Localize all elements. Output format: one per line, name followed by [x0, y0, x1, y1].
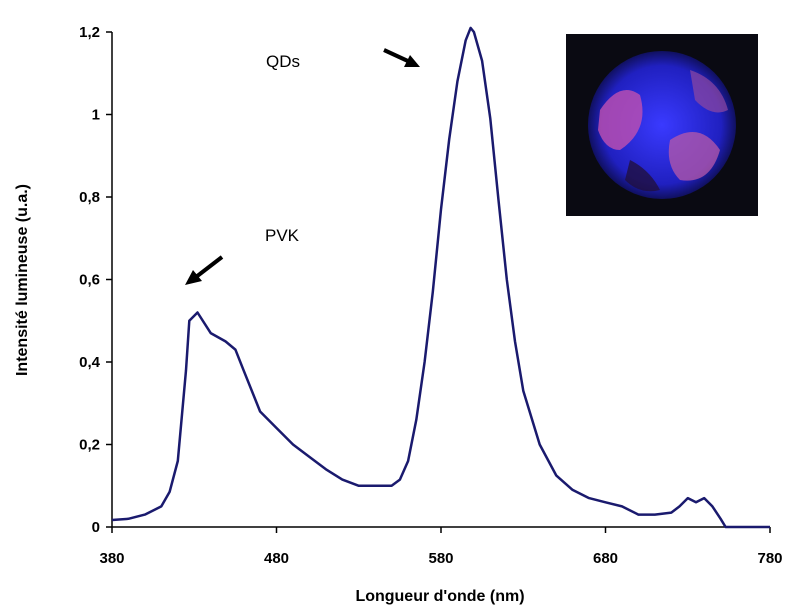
y-axis-title: Intensité lumineuse (u.a.): [14, 184, 31, 376]
x-tick-label: 680: [593, 550, 618, 567]
y-tick-label: 1: [92, 107, 100, 124]
annotation: QDs: [266, 52, 300, 71]
y-tick-label: 1,2: [79, 24, 100, 41]
arrow: [383, 48, 420, 67]
y-tick-label: 0: [92, 519, 100, 536]
x-tick-label: 380: [99, 550, 124, 567]
x-tick-label: 580: [428, 550, 453, 567]
arrow: [185, 255, 224, 285]
y-tick-label: 0,2: [79, 437, 100, 454]
inset-photo: [566, 34, 758, 216]
y-tick-label: 0,6: [79, 272, 100, 289]
y-tick-label: 0,4: [79, 354, 101, 371]
y-tick-label: 0,8: [79, 189, 100, 206]
x-tick-label: 780: [757, 550, 782, 567]
x-tick-label: 480: [264, 550, 289, 567]
annotation: PVK: [265, 226, 300, 245]
x-axis-title: Longueur d'onde (nm): [355, 588, 524, 605]
line-series: [111, 26, 770, 529]
